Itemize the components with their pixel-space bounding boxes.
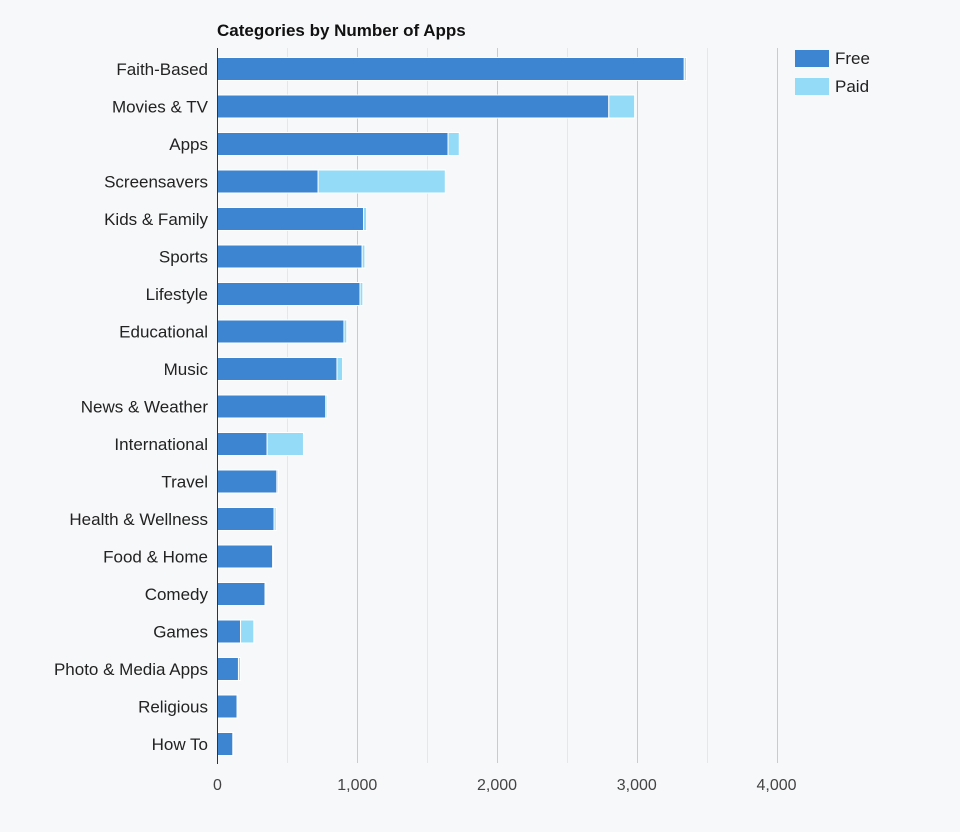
bar-paid-segment [359,282,364,306]
bar-free-segment [217,694,238,719]
bar-free-segment [217,94,610,119]
bar-paid-segment [232,732,235,756]
bar-free-segment [217,207,365,231]
bar-paid-segment [336,357,344,381]
legend-swatch-free [795,50,829,67]
legend-label-free: Free [835,49,870,68]
category-label: Screensavers [104,173,208,192]
bar-paid-segment [240,619,255,644]
bar-free-segment [217,169,319,194]
category-label: How To [152,735,208,754]
bar-paid-segment [237,657,242,681]
bar-paid-segment [264,582,267,606]
category-label: Faith-Based [116,60,208,79]
bar-free-segment [217,132,449,156]
category-label: Apps [169,135,208,154]
bar-free-segment [217,732,234,756]
bar-paid-segment [325,394,328,419]
x-tick-label: 0 [213,777,222,794]
bar-paid-segment [276,469,279,494]
category-label: Kids & Family [104,210,208,229]
bar-paid-segment [363,207,368,231]
bar-paid-segment [447,132,460,156]
bar-free-segment [217,282,361,306]
x-tick-label: 1,000 [337,777,377,794]
bar-free-segment [217,432,268,456]
legend: Free Paid [795,49,870,96]
category-label: Religious [138,698,208,717]
bar-paid-segment [317,169,446,194]
axes: 0 1,000 2,000 3,000 4,000 Faith-Based Movies &… [54,48,797,794]
x-tick-label: 4,000 [756,777,796,794]
category-label: Music [164,360,209,379]
bar-free-segment [217,544,274,569]
category-label: Photo & Media Apps [54,660,208,679]
bar-paid-segment [361,244,366,269]
bar-paid-segment [608,94,636,119]
bar-free-segment [217,657,239,681]
x-tick-label: 3,000 [617,777,657,794]
category-label: Health & Wellness [69,510,208,529]
category-label: News & Weather [81,398,209,417]
bar-free-segment [217,469,278,494]
bar-free-segment [217,507,275,531]
bar-paid-segment [683,57,687,81]
category-label: International [114,435,208,454]
category-label: Sports [159,248,208,267]
gridlines [287,48,778,763]
category-label: Educational [119,323,208,342]
legend-label-paid: Paid [835,77,869,96]
bar-free-segment [217,394,327,419]
x-tick-label: 2,000 [477,777,517,794]
bar-free-segment [217,619,242,644]
bar-paid-segment [266,432,304,456]
category-label: Lifestyle [146,285,208,304]
bar-free-segment [217,57,685,81]
bar-free-segment [217,244,363,269]
bar-paid-segment [273,507,277,531]
bar-free-segment [217,582,266,606]
category-label: Games [153,623,208,642]
bars [217,57,687,756]
bar-paid-segment [236,694,239,719]
category-label: Travel [161,473,208,492]
bar-free-segment [217,357,338,381]
category-label: Movies & TV [112,98,209,117]
category-label: Food & Home [103,548,208,567]
chart-title: Categories by Number of Apps [217,21,466,40]
legend-swatch-paid [795,78,829,95]
bar-paid-segment [272,544,274,569]
bar-paid-segment [343,319,348,344]
category-label: Comedy [145,585,209,604]
bar-free-segment [217,319,345,344]
